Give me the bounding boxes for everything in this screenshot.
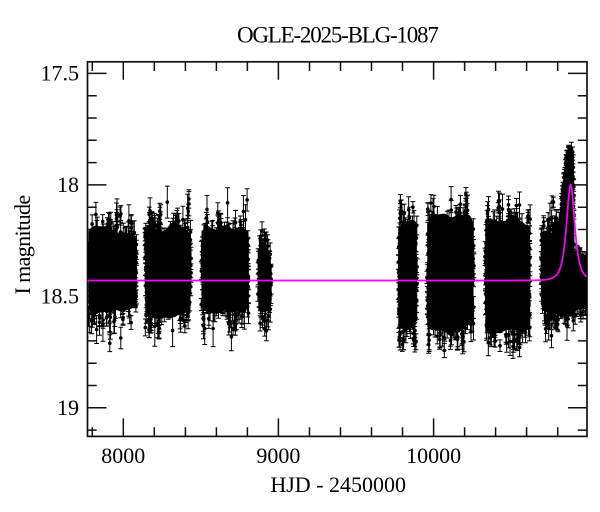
svg-text:I magnitude: I magnitude (10, 195, 35, 294)
svg-text:19: 19 (57, 395, 79, 420)
svg-text:HJD - 2450000: HJD - 2450000 (270, 472, 406, 497)
svg-text:9000: 9000 (256, 443, 300, 468)
svg-text:OGLE-2025-BLG-1087: OGLE-2025-BLG-1087 (237, 22, 438, 47)
svg-text:18.5: 18.5 (41, 283, 80, 308)
svg-text:10000: 10000 (406, 443, 461, 468)
svg-text:18: 18 (57, 172, 79, 197)
svg-text:17.5: 17.5 (41, 61, 80, 86)
svg-text:8000: 8000 (101, 443, 145, 468)
